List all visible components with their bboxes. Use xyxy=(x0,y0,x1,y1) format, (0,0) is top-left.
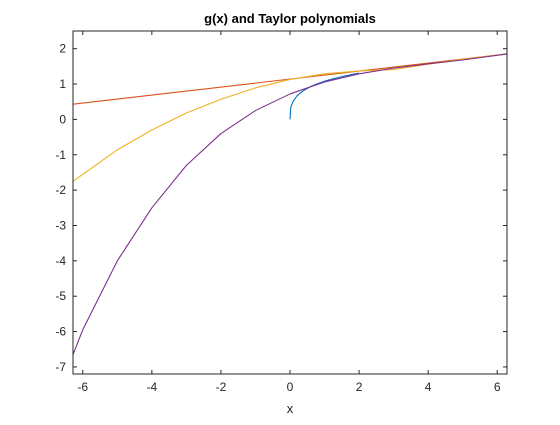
x-tick-label: 4 xyxy=(425,380,432,394)
y-tick-label: -5 xyxy=(55,289,66,303)
y-tick-label: 0 xyxy=(59,112,66,126)
y-tick-label: 1 xyxy=(59,77,66,91)
y-tick-label: -7 xyxy=(55,360,66,374)
y-tick-label: -1 xyxy=(55,148,66,162)
ticks-layer: -6 -4 -2 0 2 4 6 -7 -6 -5 -4 -3 -2 -1 0 1 2 xyxy=(55,31,507,394)
y-tick-label: -2 xyxy=(55,183,66,197)
x-axis-label: x xyxy=(287,401,294,416)
axes-background xyxy=(73,31,507,374)
axes-box xyxy=(72,30,508,375)
y-tick-label: 2 xyxy=(59,42,66,56)
x-tick-label: 2 xyxy=(356,380,363,394)
x-tick-label: 6 xyxy=(494,380,501,394)
y-tick-label: -6 xyxy=(55,325,66,339)
series-line-4 xyxy=(72,53,508,355)
y-tick-label: -4 xyxy=(55,254,66,268)
x-tick-label: -2 xyxy=(216,380,227,394)
series-layer xyxy=(72,53,508,355)
y-tick-label: -3 xyxy=(55,218,66,232)
x-tick-label: -4 xyxy=(147,380,158,394)
x-tick-label: -6 xyxy=(77,380,88,394)
x-tick-label: 0 xyxy=(287,380,294,394)
chart-title: g(x) and Taylor polynomials xyxy=(204,11,376,26)
